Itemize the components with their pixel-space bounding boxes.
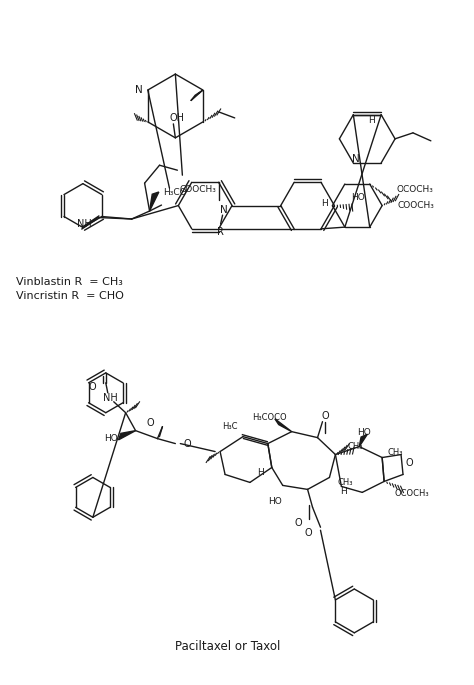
Text: Paciltaxel or Taxol: Paciltaxel or Taxol	[175, 640, 281, 653]
Text: O: O	[295, 519, 302, 528]
Text: HO: HO	[104, 434, 118, 443]
Text: H: H	[257, 468, 264, 477]
Text: H: H	[368, 116, 374, 125]
Text: Vinblastin R  = CH₃: Vinblastin R = CH₃	[16, 277, 123, 287]
Text: O: O	[322, 411, 329, 421]
Text: OCOCH₃: OCOCH₃	[394, 489, 428, 498]
Polygon shape	[191, 90, 203, 101]
Text: HO: HO	[351, 193, 365, 203]
Text: H₃C: H₃C	[222, 422, 238, 431]
Text: CH₃: CH₃	[387, 448, 402, 457]
Text: O: O	[147, 418, 155, 427]
Text: COOCH₃: COOCH₃	[179, 185, 216, 194]
Text: O: O	[88, 382, 96, 392]
Polygon shape	[150, 192, 159, 211]
Text: R: R	[217, 227, 224, 237]
Text: HO: HO	[268, 497, 282, 506]
Text: H₃COCO: H₃COCO	[252, 413, 287, 422]
Polygon shape	[359, 434, 367, 447]
Polygon shape	[275, 419, 292, 432]
Text: H₃CO: H₃CO	[163, 188, 187, 197]
Text: NH: NH	[77, 219, 92, 229]
Text: Vincristin R  = CHO: Vincristin R = CHO	[16, 291, 124, 301]
Text: O: O	[183, 438, 191, 449]
Text: OH: OH	[170, 113, 185, 123]
Text: HO: HO	[357, 428, 371, 437]
Text: NH: NH	[103, 393, 118, 403]
Text: N: N	[220, 205, 228, 215]
Text: CH₃: CH₃	[347, 442, 363, 451]
Text: H: H	[321, 199, 328, 208]
Text: N: N	[353, 154, 360, 164]
Text: H: H	[340, 487, 347, 496]
Text: COOCH₃: COOCH₃	[398, 201, 435, 210]
Text: O: O	[405, 458, 413, 467]
Polygon shape	[118, 431, 136, 440]
Text: CH₃: CH₃	[337, 478, 353, 487]
Text: OCOCH₃: OCOCH₃	[396, 185, 433, 194]
Text: O: O	[305, 528, 312, 538]
Text: N: N	[135, 85, 143, 95]
